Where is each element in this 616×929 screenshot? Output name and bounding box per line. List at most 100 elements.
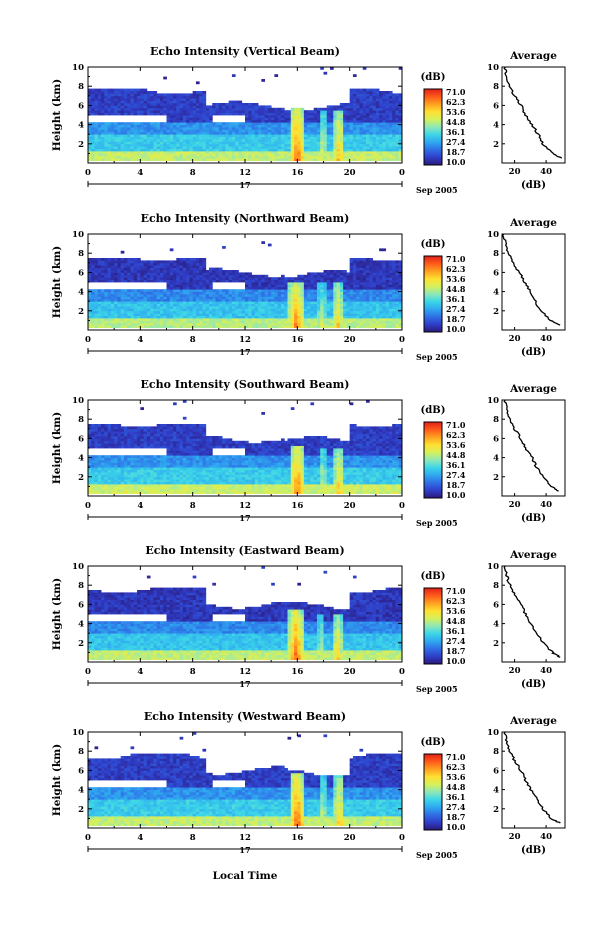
heatmap-cell — [382, 112, 387, 116]
heatmap-cell — [264, 301, 269, 304]
heatmap-cell — [156, 155, 161, 159]
heatmap-cell — [248, 129, 252, 133]
heatmap-cell — [110, 153, 115, 157]
heatmap-cell — [104, 103, 109, 106]
heatmap-cell — [150, 270, 154, 273]
heatmap-cell — [284, 119, 288, 123]
heatmap-cell — [117, 322, 122, 326]
heatmap-cell — [326, 284, 331, 288]
heatmap-cell — [202, 148, 207, 152]
heatmap-cell — [297, 274, 301, 278]
heatmap-cell — [398, 318, 403, 321]
heatmap-cell — [343, 139, 347, 142]
heatmap-cell — [372, 313, 377, 316]
heatmap-cell — [303, 296, 308, 300]
heatmap-cell — [104, 131, 109, 135]
heatmap-cell — [182, 272, 187, 276]
heatmap-cell — [271, 282, 275, 285]
heatmap-cell — [182, 294, 187, 297]
heatmap-cell — [280, 117, 285, 121]
heatmap-cell — [395, 272, 400, 276]
heatmap-cell — [120, 308, 125, 312]
heatmap-cell — [284, 294, 288, 297]
heatmap-cell — [280, 279, 285, 283]
heatmap-cell — [91, 141, 95, 145]
heatmap-cell — [297, 318, 301, 321]
heatmap-cell — [123, 110, 128, 113]
heatmap-cell — [316, 153, 321, 157]
heatmap-cell — [352, 129, 357, 133]
heatmap-cell — [218, 124, 223, 128]
heatmap-cell — [130, 139, 135, 142]
heatmap-cell — [352, 279, 357, 283]
heatmap-cell — [392, 308, 396, 312]
heatmap-cell — [127, 260, 131, 264]
heatmap-cell — [343, 124, 347, 128]
heatmap-cell — [277, 289, 282, 292]
heatmap-cell — [156, 301, 161, 304]
heatmap-cell — [231, 310, 236, 314]
heatmap-cell — [362, 91, 367, 94]
heatmap-cell — [130, 303, 135, 307]
heatmap-cell — [294, 158, 298, 161]
heatmap-cell — [300, 296, 305, 300]
heatmap-cell — [137, 91, 141, 94]
heatmap-cell — [176, 100, 180, 104]
heatmap-cell — [222, 112, 226, 116]
heatmap-cell — [372, 151, 377, 154]
heatmap-cell — [382, 158, 387, 161]
heatmap-cell — [114, 146, 118, 149]
heatmap-cell — [101, 155, 105, 159]
heatmap-cell — [182, 119, 187, 123]
heatmap-cell — [254, 279, 259, 283]
heatmap-cell — [277, 131, 282, 135]
heatmap-cell — [173, 298, 177, 302]
heatmap-cell — [254, 105, 259, 109]
heatmap-cell — [150, 260, 154, 264]
heatmap-cell — [159, 294, 164, 297]
heatmap-cell — [352, 325, 357, 328]
heatmap-cell — [140, 131, 144, 135]
heatmap-cell — [222, 313, 226, 316]
heatmap-cell — [277, 122, 282, 125]
heatmap-cell — [330, 143, 334, 147]
heatmap-cell — [245, 310, 249, 314]
heatmap-cell — [330, 318, 334, 321]
heatmap-cell — [127, 153, 131, 157]
heatmap-cell — [235, 155, 239, 159]
heatmap-cell — [349, 258, 354, 261]
heatmap-cell — [251, 303, 256, 307]
heatmap-cell — [241, 107, 246, 111]
heatmap-cell — [245, 143, 249, 147]
heatmap-cell — [277, 306, 282, 309]
heatmap-cell — [382, 134, 387, 137]
colorbar-tick-label: 18.7 — [446, 147, 465, 157]
colorbar — [423, 88, 443, 166]
heatmap-cell — [88, 148, 92, 152]
heatmap-cell — [192, 91, 197, 94]
heatmap-cell — [169, 136, 174, 140]
heatmap-cell — [130, 100, 135, 104]
heatmap-cell — [133, 139, 138, 142]
heatmap-cell — [356, 98, 360, 101]
heatmap-cell — [362, 267, 367, 271]
heatmap-cell — [179, 308, 184, 312]
heatmap-cell — [336, 143, 341, 147]
heatmap-cell — [352, 148, 357, 152]
heatmap-cell — [97, 103, 102, 106]
heatmap-cell — [274, 112, 279, 116]
heatmap-cell — [176, 260, 180, 264]
heatmap-cell — [163, 265, 167, 268]
heatmap-cell — [352, 91, 357, 94]
heatmap-cell — [133, 272, 138, 276]
heatmap-cell — [195, 303, 200, 307]
heatmap-cell — [88, 306, 92, 309]
heatmap-cell — [359, 282, 364, 285]
heatmap-cell — [205, 107, 210, 111]
heatmap-cell — [395, 291, 400, 295]
heatmap-cell — [392, 134, 396, 137]
heatmap-cell — [176, 267, 180, 271]
heatmap-cell — [97, 98, 102, 101]
heatmap-cell — [366, 141, 370, 145]
heatmap-cell — [117, 146, 122, 149]
